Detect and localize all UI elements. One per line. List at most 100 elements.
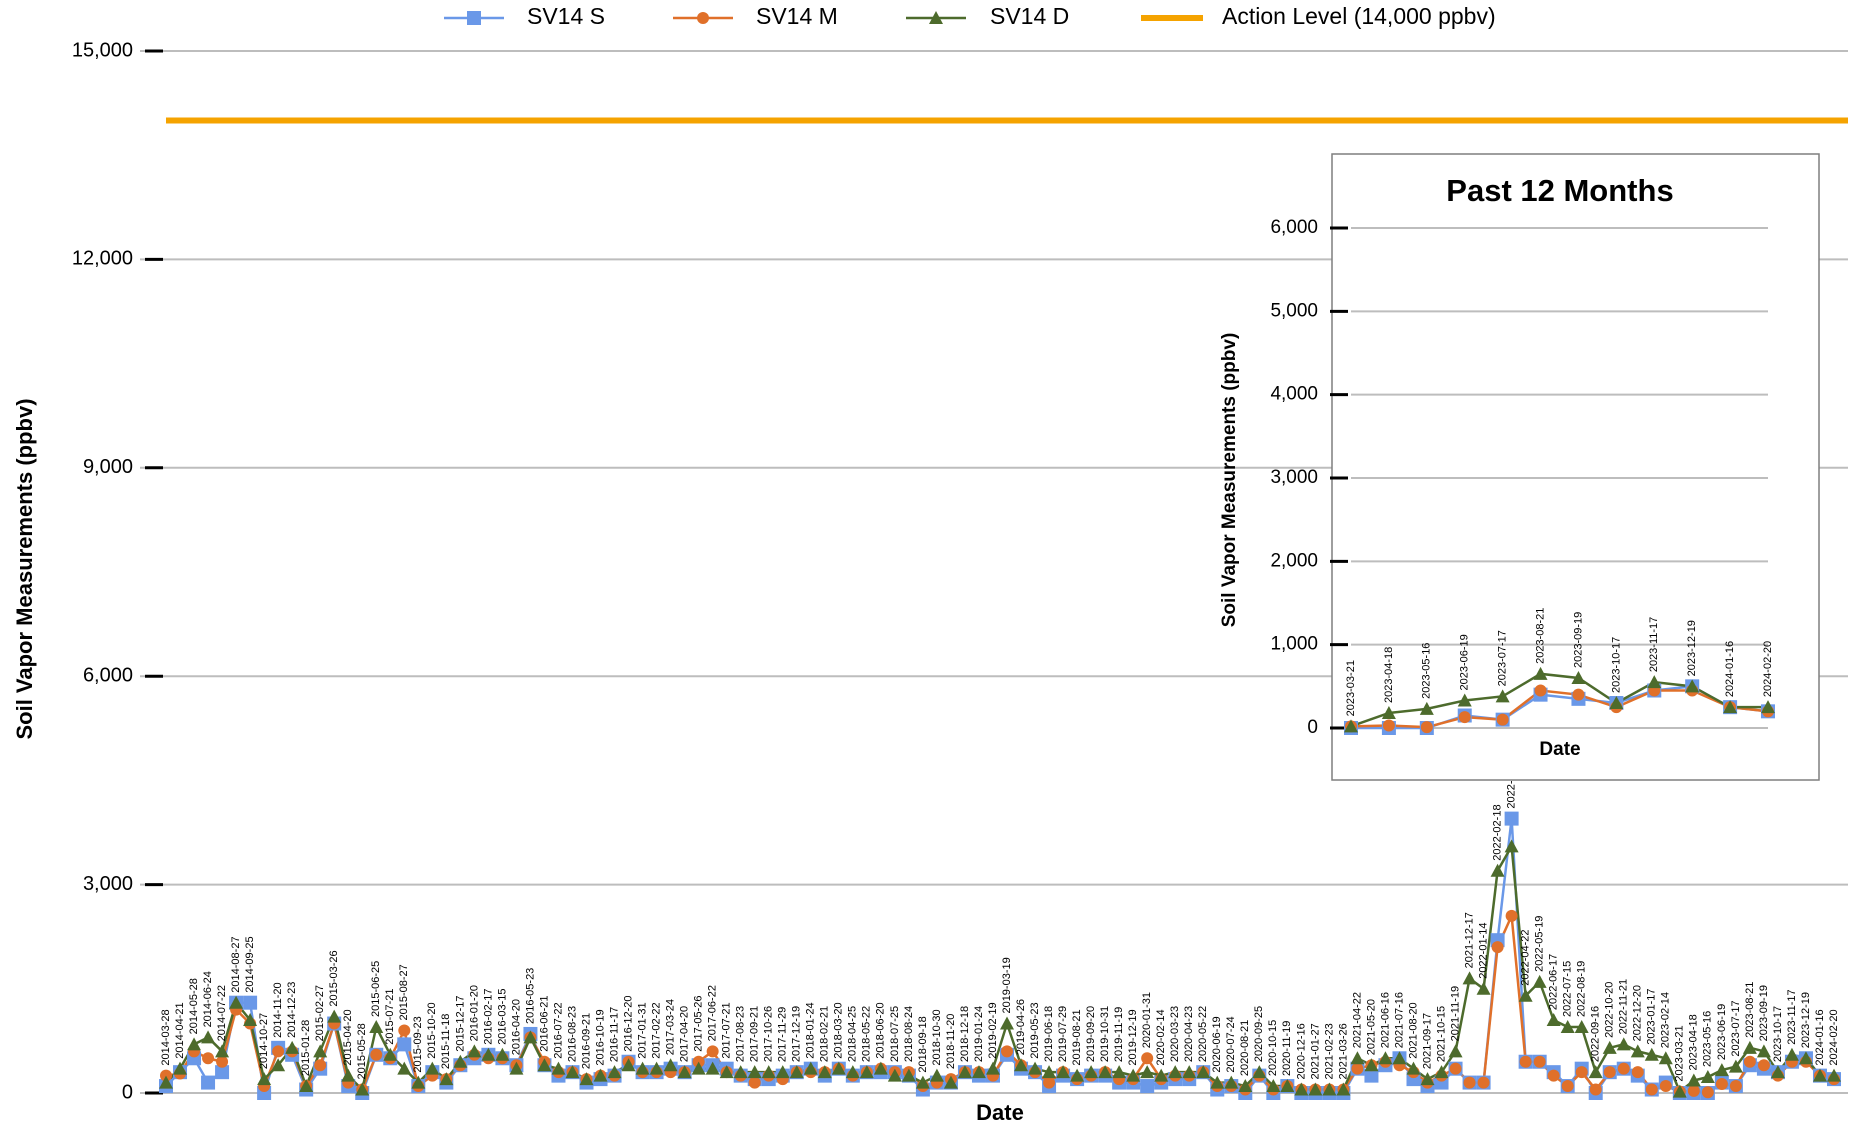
date-label: 2015-03-26	[328, 950, 340, 1006]
marker	[873, 1061, 888, 1075]
marker	[1505, 909, 1518, 922]
date-label: 2019-12-19	[1127, 1009, 1139, 1065]
marker	[706, 1045, 719, 1058]
date-label: 2023-04-18	[1383, 647, 1395, 703]
date-label: 2017-12-19	[791, 1006, 803, 1062]
marker	[397, 1037, 412, 1052]
marker	[1519, 1055, 1532, 1068]
date-label: 2020-02-14	[1155, 1009, 1167, 1065]
marker	[929, 1068, 944, 1082]
date-label: 2017-02-22	[650, 1002, 662, 1058]
date-label: 2014-06-24	[202, 971, 214, 1027]
marker	[1463, 1076, 1476, 1089]
marker	[1560, 1020, 1575, 1034]
marker	[1686, 1073, 1701, 1087]
date-label: 2018-08-24	[903, 1006, 915, 1062]
date-label: 2022-08-19	[1576, 961, 1588, 1017]
date-label: 2015-10-20	[426, 1002, 438, 1058]
marker	[229, 995, 244, 1009]
marker	[733, 1065, 748, 1079]
date-label: 2021-10-15	[1435, 1006, 1447, 1062]
marker	[1084, 1065, 1099, 1079]
marker	[1266, 1079, 1281, 1093]
marker	[1070, 1068, 1085, 1082]
marker	[551, 1061, 566, 1075]
marker	[1602, 1040, 1617, 1054]
marker	[1210, 1075, 1225, 1089]
marker	[887, 1068, 902, 1082]
marker	[1140, 1065, 1155, 1079]
marker	[1685, 679, 1700, 693]
marker	[775, 1065, 790, 1079]
marker	[1141, 1052, 1154, 1065]
date-label: 2023-11-17	[1786, 989, 1798, 1044]
marker	[201, 1030, 216, 1044]
marker	[215, 1044, 230, 1058]
y-tick-label: 5,000	[1270, 300, 1318, 321]
marker	[1457, 693, 1472, 707]
date-label: 2016-08-23	[566, 1006, 578, 1062]
marker	[257, 1072, 272, 1086]
date-label: 2014-05-28	[188, 978, 200, 1034]
marker	[1571, 671, 1586, 684]
marker	[1344, 719, 1358, 733]
marker	[1495, 689, 1510, 703]
marker	[243, 1013, 258, 1027]
date-label: 2018-06-20	[875, 1002, 887, 1058]
legend-marker	[929, 11, 943, 24]
marker	[314, 1059, 327, 1072]
marker	[271, 1058, 286, 1072]
marker	[1561, 1080, 1574, 1093]
marker	[1687, 1084, 1700, 1097]
marker	[817, 1065, 832, 1079]
date-label: 2021-05-20	[1365, 999, 1377, 1055]
marker	[845, 1065, 860, 1079]
marker	[355, 1082, 370, 1096]
marker	[579, 1072, 594, 1086]
marker	[159, 1075, 173, 1089]
marker	[1701, 1086, 1714, 1099]
marker	[1644, 1047, 1659, 1061]
date-label: 2023-09-19	[1758, 985, 1770, 1041]
marker	[1381, 706, 1396, 719]
date-label: 2017-05-26	[693, 995, 705, 1051]
marker	[1351, 1062, 1364, 1075]
date-label: 2014-12-23	[286, 982, 298, 1038]
marker	[1014, 1058, 1029, 1072]
date-label: 2018-09-18	[917, 1016, 929, 1072]
date-label: 2016-06-21	[538, 995, 550, 1051]
legend-label: SV14 S	[527, 3, 605, 29]
date-label: 2020-03-23	[1169, 1006, 1181, 1062]
marker	[1574, 1020, 1589, 1034]
legend-label: SV14 D	[990, 3, 1069, 29]
marker	[1308, 1082, 1323, 1096]
date-label: 2020-05-22	[1197, 1006, 1209, 1062]
marker	[1224, 1075, 1239, 1089]
x-axis-label: Date	[976, 1100, 1024, 1125]
marker	[1182, 1065, 1197, 1079]
date-label: 2022-01-14	[1477, 923, 1489, 979]
y-tick-label: 15,000	[72, 39, 133, 61]
date-label: 2017-11-29	[777, 1007, 789, 1062]
date-label: 2017-08-23	[735, 1006, 747, 1062]
marker	[1336, 1082, 1351, 1096]
date-label: 2021-07-16	[1393, 992, 1405, 1048]
date-label: 2018-07-25	[889, 1006, 901, 1062]
date-label: 2020-07-24	[1225, 1016, 1237, 1072]
date-label: 2021-08-20	[1407, 1002, 1419, 1058]
date-label: 2023-12-19	[1686, 620, 1698, 676]
date-label: 2020-04-23	[1183, 1006, 1195, 1062]
marker	[1547, 1069, 1560, 1082]
date-label: 2014-08-27	[230, 936, 242, 992]
date-label: 2014-04-21	[174, 1002, 186, 1058]
date-label: 2015-02-27	[314, 985, 326, 1041]
date-label: 2022-10-20	[1604, 982, 1616, 1038]
marker	[299, 1079, 314, 1093]
y-tick-label: 4,000	[1270, 384, 1318, 405]
marker	[1252, 1065, 1267, 1079]
date-label: 2021-04-22	[1351, 992, 1363, 1048]
date-label: 2024-02-20	[1762, 641, 1774, 697]
marker	[523, 1030, 538, 1044]
date-label: 2020-01-31	[1141, 992, 1153, 1048]
